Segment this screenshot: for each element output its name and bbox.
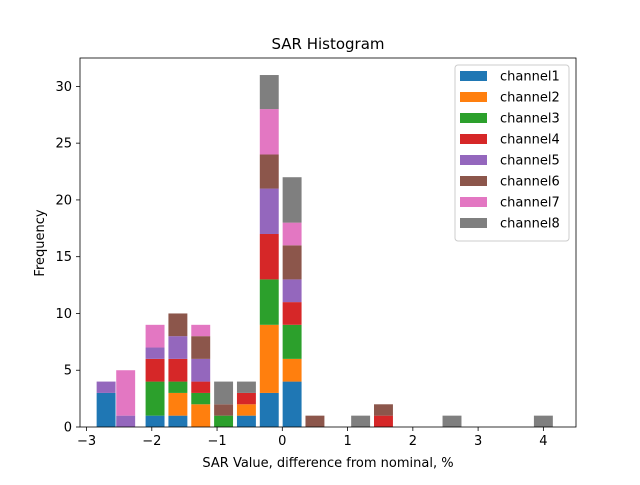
x-axis-label: SAR Value, difference from nominal, % [202, 456, 453, 471]
bar-channel6-bin-9 [305, 415, 325, 427]
bar-channel7-bin-7 [259, 109, 279, 155]
legend-label-channel8: channel8 [500, 217, 560, 232]
bar-channel4-bin-2 [145, 358, 165, 382]
legend-label-channel7: channel7 [500, 196, 560, 211]
bar-channel6-bin-3 [168, 313, 188, 337]
legend-swatch-channel4 [460, 134, 487, 144]
legend-label-channel1: channel1 [500, 70, 560, 85]
bar-channel8-bin-10 [351, 415, 371, 427]
y-tick-label: 0 [64, 421, 72, 436]
bar-channel8-bin-8 [282, 177, 302, 223]
legend-label-channel4: channel4 [500, 133, 560, 148]
bar-channel5-bin-3 [168, 336, 188, 359]
y-tick-label: 25 [55, 137, 72, 152]
bar-channel1-bin-7 [259, 392, 279, 427]
bar-channel6-bin-7 [259, 154, 279, 189]
bar-channel8-bin-13 [533, 415, 553, 427]
bar-channel4-bin-7 [259, 233, 279, 280]
legend-swatch-channel3 [460, 113, 487, 123]
bar-channel1-bin-8 [282, 381, 302, 427]
bar-channel4-bin-8 [282, 302, 302, 325]
bar-channel1-bin-2 [145, 415, 165, 427]
bar-channel8-bin-6 [236, 381, 256, 393]
legend-swatch-channel1 [460, 71, 487, 81]
bar-channel1-bin-0 [96, 392, 116, 427]
y-tick-label: 10 [55, 307, 72, 322]
bar-channel7-bin-2 [145, 324, 165, 348]
bar-channel3-bin-2 [145, 381, 165, 416]
x-tick-label: −2 [142, 434, 161, 449]
legend-swatch-channel2 [460, 92, 487, 102]
bar-channel7-bin-1 [116, 370, 136, 416]
bar-channel7-bin-4 [191, 324, 211, 337]
bar-channel5-bin-7 [259, 188, 279, 234]
bar-channel6-bin-11 [374, 404, 393, 416]
bar-channel2-bin-4 [191, 404, 211, 427]
legend-swatch-channel7 [460, 197, 487, 207]
legend-label-channel2: channel2 [500, 91, 560, 106]
y-tick-label: 5 [64, 364, 72, 379]
y-axis-label: Frequency [33, 209, 48, 276]
axes-frame [79, 57, 577, 428]
bars-group [96, 75, 553, 427]
x-tick-label: 1 [343, 434, 351, 449]
bar-channel2-bin-7 [259, 324, 279, 393]
bar-channel2-bin-3 [168, 392, 188, 416]
bar-channel4-bin-6 [236, 392, 256, 405]
x-tick-label: 3 [474, 434, 482, 449]
legend-label-channel3: channel3 [500, 112, 560, 127]
bar-channel5-bin-2 [145, 347, 165, 359]
bar-channel4-bin-3 [168, 358, 188, 382]
legend-swatch-channel8 [460, 218, 487, 228]
y-tick-label: 15 [55, 250, 72, 265]
legend-swatch-channel6 [460, 176, 487, 186]
bar-channel5-bin-8 [282, 279, 302, 303]
bar-channel1-bin-3 [168, 415, 188, 427]
bar-channel8-bin-7 [259, 75, 279, 110]
bar-channel2-bin-6 [236, 404, 256, 416]
bar-channel7-bin-8 [282, 222, 302, 246]
bar-channel4-bin-4 [191, 381, 211, 393]
bar-channel6-bin-8 [282, 245, 302, 280]
bar-channel3-bin-5 [214, 415, 234, 427]
bar-channel6-bin-5 [214, 404, 234, 416]
bar-channel5-bin-1 [116, 415, 136, 427]
x-tick-label: −3 [77, 434, 96, 449]
bar-channel3-bin-4 [191, 392, 211, 405]
bar-channel8-bin-12 [442, 415, 462, 427]
x-tick-label: 4 [539, 434, 547, 449]
bar-channel5-bin-0 [96, 381, 116, 393]
bar-channel3-bin-7 [259, 279, 279, 325]
bar-channel2-bin-8 [282, 358, 302, 382]
ticks-group: −3 −2 −1 0 1 2 3 4 0 5 10 15 20 25 30 [55, 80, 547, 449]
x-tick-label: 2 [409, 434, 417, 449]
y-tick-label: 30 [55, 80, 72, 95]
legend: channel1 channel2 channel3 channel4 channel5… [454, 64, 570, 242]
bar-channel3-bin-8 [282, 324, 302, 359]
bar-channel4-bin-11 [374, 415, 393, 427]
legend-swatch-channel5 [460, 155, 487, 165]
y-tick-label: 20 [55, 193, 72, 208]
x-tick-label: 0 [278, 434, 286, 449]
legend-label-channel6: channel6 [500, 175, 560, 190]
bar-channel3-bin-3 [168, 381, 188, 393]
x-tick-label: −1 [207, 434, 226, 449]
bar-channel6-bin-4 [191, 336, 211, 359]
legend-label-channel5: channel5 [500, 154, 560, 169]
bar-channel5-bin-4 [191, 358, 211, 382]
chart-title: SAR Histogram [271, 35, 384, 53]
bar-channel8-bin-5 [214, 381, 234, 405]
bar-channel1-bin-6 [236, 415, 256, 427]
